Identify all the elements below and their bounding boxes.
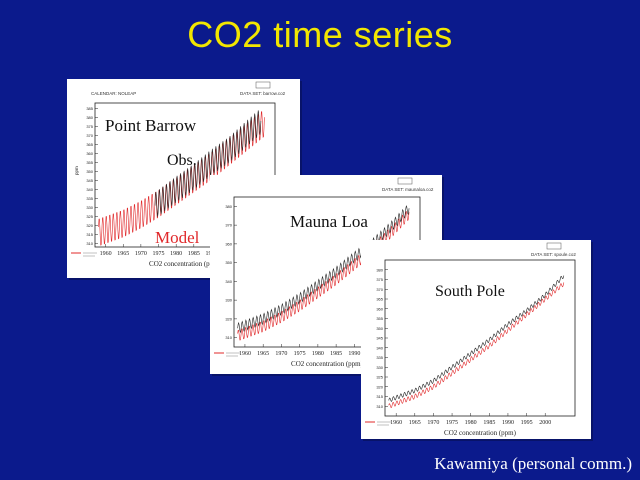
y-tick-label: 315	[86, 232, 93, 237]
x-tick-label: 1975	[446, 420, 458, 426]
y-tick-label: 335	[376, 355, 383, 360]
y-tick-label: 325	[86, 214, 93, 219]
logo-box-icon	[546, 242, 562, 250]
chart-svg: DATA SET: spoule.co2 310 315 320 325 330 335 34…	[365, 242, 576, 437]
y-tick-label: 370	[225, 223, 232, 228]
chart-annotation: Obs.	[167, 152, 197, 169]
x-tick-label: 1965	[117, 251, 129, 257]
y-tick-label: 365	[376, 297, 383, 302]
y-tick-label: 345	[376, 336, 383, 341]
x-tick-label: 1960	[390, 420, 402, 426]
y-tick-label: 360	[86, 151, 93, 156]
y-tick-label: 380	[86, 115, 93, 120]
x-axis-label: CO2 concentration (ppm)	[149, 260, 222, 268]
x-tick-label: 1970	[427, 420, 439, 426]
y-tick-label: 375	[86, 124, 93, 129]
y-tick-label: 355	[376, 316, 383, 321]
y-axis-label: ppm	[74, 166, 79, 175]
y-tick-label: 320	[225, 316, 232, 321]
y-tick-label: 320	[376, 384, 383, 389]
slide-title: CO2 time series	[187, 14, 453, 55]
y-tick-label: 350	[225, 260, 232, 265]
y-tick-label: 330	[86, 205, 93, 210]
x-tick-label: 1965	[409, 420, 421, 426]
x-axis-label: CO2 concentration (ppm)	[444, 429, 517, 437]
y-tick-label: 375	[376, 277, 383, 282]
chart-header-right: DATA SET: spoule.co2	[531, 252, 576, 257]
y-tick-label: 325	[376, 375, 383, 380]
y-tick-label: 380	[225, 204, 232, 209]
chart-title: Mauna Loa	[290, 212, 368, 231]
chart-panel-south-pole: DATA SET: spoule.co2 310 315 320 325 330 335 34…	[361, 240, 591, 439]
x-tick-label: 1985	[330, 351, 342, 357]
y-tick-label: 340	[376, 345, 383, 350]
x-tick-label: 1980	[465, 420, 477, 426]
y-tick-label: 355	[86, 160, 93, 165]
x-tick-label: 1970	[135, 251, 147, 257]
y-tick-label: 380	[376, 267, 383, 272]
credit-text: Kawamiya (personal comm.)	[434, 454, 632, 473]
chart-title: Point Barrow	[105, 116, 197, 135]
y-tick-label: 365	[86, 142, 93, 147]
observed-series-line	[388, 275, 565, 402]
x-axis-label: CO2 concentration (ppm)	[291, 360, 364, 368]
x-tick-label: 1960	[239, 351, 251, 357]
chart-annotation: Model	[155, 228, 200, 247]
y-tick-label: 385	[86, 106, 93, 111]
y-tick-label: 350	[376, 326, 383, 331]
y-tick-label: 370	[86, 133, 93, 138]
x-tick-label: 1990	[348, 351, 360, 357]
y-tick-label: 310	[225, 335, 232, 340]
y-tick-label: 340	[225, 279, 232, 284]
x-tick-label: 1990	[502, 420, 514, 426]
chart-header-right: DATA SET: barrow.co2	[240, 91, 286, 96]
y-tick-label: 310	[376, 404, 383, 409]
logo-box-icon	[397, 177, 413, 185]
x-tick-label: 1975	[153, 251, 165, 257]
y-tick-label: 315	[376, 394, 383, 399]
y-tick-label: 360	[376, 306, 383, 311]
y-tick-label: 340	[86, 187, 93, 192]
chart-header-left: CALENDAR: NOLEAP	[91, 91, 136, 96]
chart-header-right: DATA SET: maunaloa.co2	[382, 187, 434, 192]
y-tick-label: 370	[376, 287, 383, 292]
x-tick-label: 2000	[539, 420, 551, 426]
x-tick-label: 1960	[100, 251, 112, 257]
model-series-line	[388, 282, 565, 408]
observed-series-line	[154, 110, 262, 217]
y-tick-label: 310	[86, 241, 93, 246]
y-tick-label: 330	[376, 365, 383, 370]
x-tick-label: 1995	[521, 420, 533, 426]
x-tick-label: 1975	[294, 351, 306, 357]
y-tick-label: 350	[86, 169, 93, 174]
y-tick-label: 335	[86, 196, 93, 201]
x-tick-label: 1980	[170, 251, 182, 257]
observed-series-line	[237, 205, 410, 334]
y-tick-label: 330	[225, 298, 232, 303]
x-tick-label: 1965	[257, 351, 269, 357]
logo-box-icon	[255, 81, 271, 89]
x-tick-label: 1985	[188, 251, 200, 257]
y-tick-label: 360	[225, 241, 232, 246]
y-tick-label: 345	[86, 178, 93, 183]
chart-title: South Pole	[435, 283, 505, 300]
x-tick-label: 1980	[312, 351, 324, 357]
model-series-line	[237, 210, 410, 341]
y-tick-label: 320	[86, 223, 93, 228]
x-tick-label: 1970	[275, 351, 287, 357]
x-tick-label: 1985	[483, 420, 495, 426]
